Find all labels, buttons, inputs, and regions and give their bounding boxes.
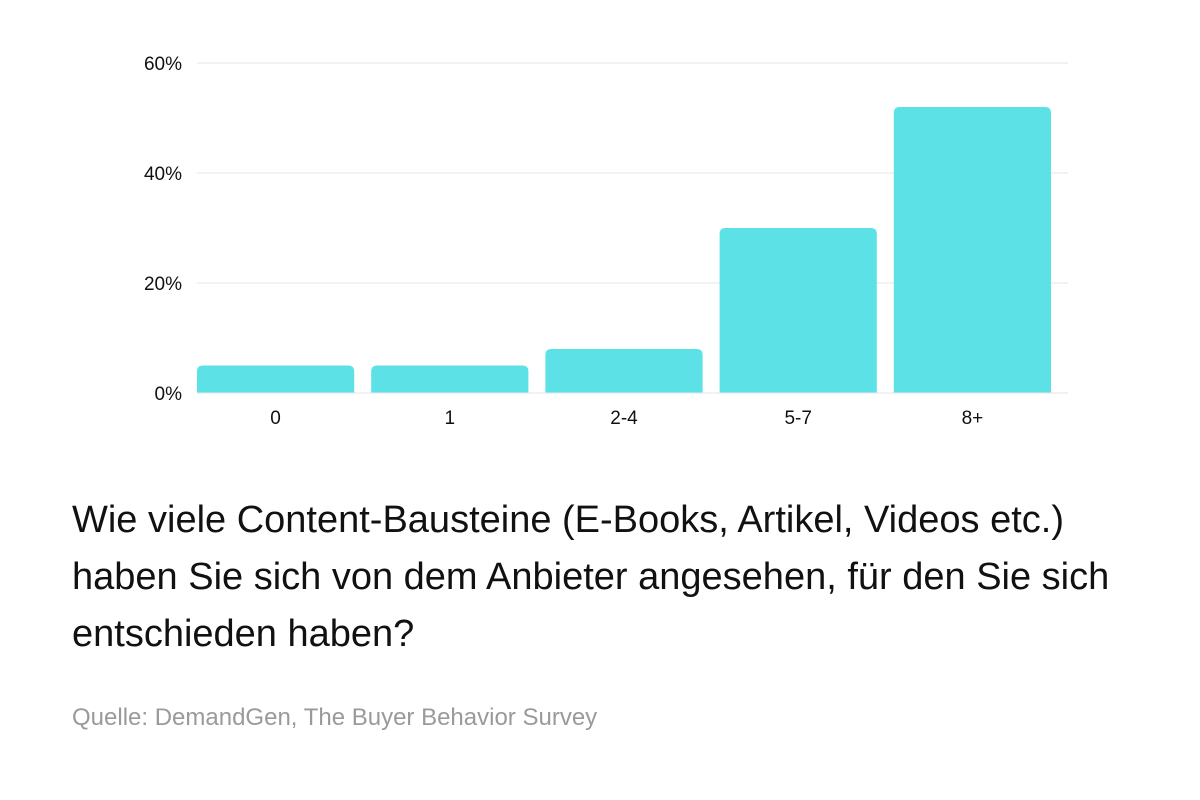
y-tick-label: 0% — [155, 384, 183, 405]
bar — [719, 228, 877, 393]
chart-area: 0% 20% 40% 60% 0 1 2-4 5-7 8+ — [144, 54, 1068, 429]
x-tick-label: 0 — [270, 408, 281, 429]
x-tick-label: 8+ — [962, 408, 984, 429]
bar-chart: 0% 20% 40% 60% 0 1 2-4 5-7 8+ — [144, 54, 1068, 429]
bar — [197, 365, 355, 393]
y-tick-label: 60% — [144, 54, 182, 75]
y-tick-label: 20% — [144, 274, 182, 295]
source-note: Quelle: DemandGen, The Buyer Behavior Su… — [72, 704, 598, 731]
x-tick-label: 1 — [445, 408, 456, 429]
bar — [893, 107, 1051, 393]
bar — [545, 349, 703, 393]
y-tick-label: 40% — [144, 164, 182, 185]
bar — [371, 365, 529, 393]
x-tick-label: 5-7 — [784, 408, 811, 429]
chart-caption: Wie viele Content-Bausteine (E-Books, Ar… — [72, 499, 1110, 655]
x-tick-label: 2-4 — [610, 408, 638, 429]
